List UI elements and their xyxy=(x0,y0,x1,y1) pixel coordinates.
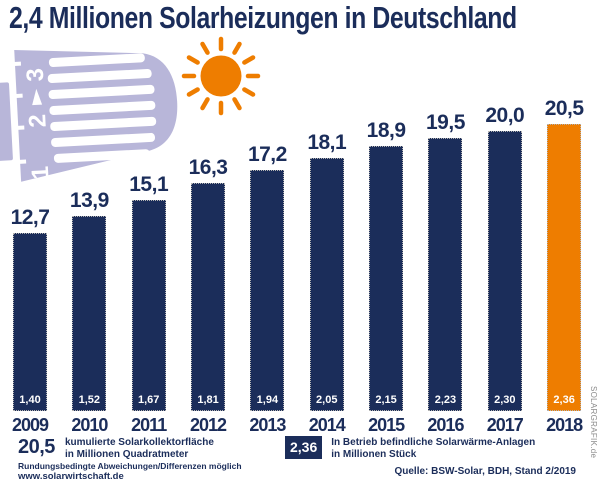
bar-column-2013: 17,2 1,94 2013 xyxy=(244,143,290,435)
sun-icon xyxy=(181,36,261,116)
year-label-2012: 2012 xyxy=(190,415,227,435)
dial-marker-icon xyxy=(32,88,43,106)
bar-top-value-2011: 15,1 xyxy=(129,173,169,196)
bar-2011: 1,67 xyxy=(131,200,166,411)
website-text: www.solarwirtschaft.de xyxy=(18,471,124,482)
legend-area-value: 20,5 xyxy=(18,436,55,458)
dial-number-3: 3 xyxy=(22,68,50,83)
bar-column-2017: 20,0 2,30 2017 xyxy=(482,104,528,435)
bar-column-2018: 20,5 2,36 2018 xyxy=(541,97,587,435)
legend-units-line1: In Betrieb befindliche Solarwärme-Anlage… xyxy=(331,437,536,448)
dial-tick xyxy=(11,61,22,67)
bar-top-value-2012: 16,3 xyxy=(188,156,228,179)
bar-top-value-2017: 20,0 xyxy=(485,104,525,127)
bar-2013: 1,94 xyxy=(250,170,285,411)
year-label-2009: 2009 xyxy=(11,415,49,435)
legend-area-line2: in Millionen Quadratmeter xyxy=(64,448,189,460)
dial-tick xyxy=(16,159,27,164)
bar-top-value-2015: 18,9 xyxy=(366,119,406,142)
legend-area-text: kumulierte Solarkollektorfläche in Milli… xyxy=(65,436,214,460)
bar-top-value-2010: 13,9 xyxy=(69,189,109,212)
bar-2012: 1,81 xyxy=(191,183,226,411)
dial-number-1: 1 xyxy=(27,165,55,180)
bar-top-value-2018: 20,5 xyxy=(544,97,584,120)
bar-column-2014: 18,1 2,05 2014 xyxy=(304,131,350,435)
dial-number-2: 2 xyxy=(24,113,52,128)
page-title: 2,4 Millionen Solarheizungen in Deutschl… xyxy=(9,0,517,35)
bar-inner-value-2009: 1,40 xyxy=(19,394,41,406)
bar-2014: 2,05 xyxy=(309,158,344,411)
year-label-2013: 2013 xyxy=(249,415,286,435)
year-label-2014: 2014 xyxy=(308,415,346,435)
bar-2009: 1,40 xyxy=(13,233,47,411)
year-label-2015: 2015 xyxy=(368,415,405,435)
bar-inner-value-2017: 2,30 xyxy=(494,394,516,406)
bar-2018: 2,36 xyxy=(547,124,582,411)
bar-inner-value-2010: 1,52 xyxy=(78,394,101,406)
year-label-2011: 2011 xyxy=(131,415,167,435)
bar-top-value-2014: 18,1 xyxy=(307,131,347,154)
thermostat-head xyxy=(14,49,178,182)
bar-inner-value-2016: 2,23 xyxy=(434,394,457,406)
thermostat-ribs xyxy=(47,53,157,163)
bar-top-value-2009: 12,7 xyxy=(10,206,50,229)
year-label-2017: 2017 xyxy=(486,415,524,435)
thermostat-illustration: 3 2 1 xyxy=(0,49,178,182)
bar-inner-value-2014: 2,05 xyxy=(316,394,338,406)
legend-collector-area: 20,5 kumulierte Solarkollektorfläche in … xyxy=(18,436,214,460)
year-label-2016: 2016 xyxy=(427,415,464,435)
bar-column-2016: 19,5 2,23 2016 xyxy=(422,111,468,435)
legend-units-text: In Betrieb befindliche Solarwärme-Anlage… xyxy=(331,436,535,460)
bar-2015: 2,15 xyxy=(369,146,404,411)
bar-2010: 1,52 xyxy=(72,216,107,411)
source-note: Quelle: BSW-Solar, BDH, Stand 2/2019 xyxy=(394,466,576,477)
rounding-note: Rundungsbedingte Abweichungen/Differenze… xyxy=(18,461,242,471)
legend-units-value: 2,36 xyxy=(285,436,323,459)
legend-units-line2: in Millionen Stück xyxy=(331,448,417,460)
year-label-2010: 2010 xyxy=(71,415,108,435)
bar-inner-value-2015: 2,15 xyxy=(375,394,397,406)
bar-inner-value-2013: 1,94 xyxy=(256,394,279,406)
bar-2017: 2,30 xyxy=(487,131,522,411)
legend-systems-count: 2,36 In Betrieb befindliche Solarwärme-A… xyxy=(285,436,535,460)
dial-tick xyxy=(15,125,25,131)
dial-tick xyxy=(13,93,23,99)
bar-column-2010: 13,9 1,52 2010 xyxy=(66,189,112,435)
bar-column-2009: 12,7 1,40 2009 xyxy=(7,206,53,435)
bar-2016: 2,23 xyxy=(428,138,463,411)
bar-top-value-2013: 17,2 xyxy=(247,143,287,166)
thermostat-pipe xyxy=(0,82,13,161)
bar-column-2011: 15,1 1,67 2011 xyxy=(126,173,172,435)
credit-vertical-text: SOLARGRAFIK.de xyxy=(589,386,598,459)
bar-inner-value-2018: 2,36 xyxy=(553,394,575,406)
bar-column-2012: 16,3 1,81 2012 xyxy=(185,156,231,435)
legend-area-line1: kumulierte Solarkollektorfläche xyxy=(64,437,214,448)
bar-inner-value-2012: 1,81 xyxy=(197,394,219,406)
year-label-2018: 2018 xyxy=(546,415,583,435)
bar-top-value-2016: 19,5 xyxy=(426,111,465,134)
bar-column-2015: 18,9 2,15 2015 xyxy=(363,119,409,435)
bar-inner-value-2011: 1,67 xyxy=(137,394,160,406)
